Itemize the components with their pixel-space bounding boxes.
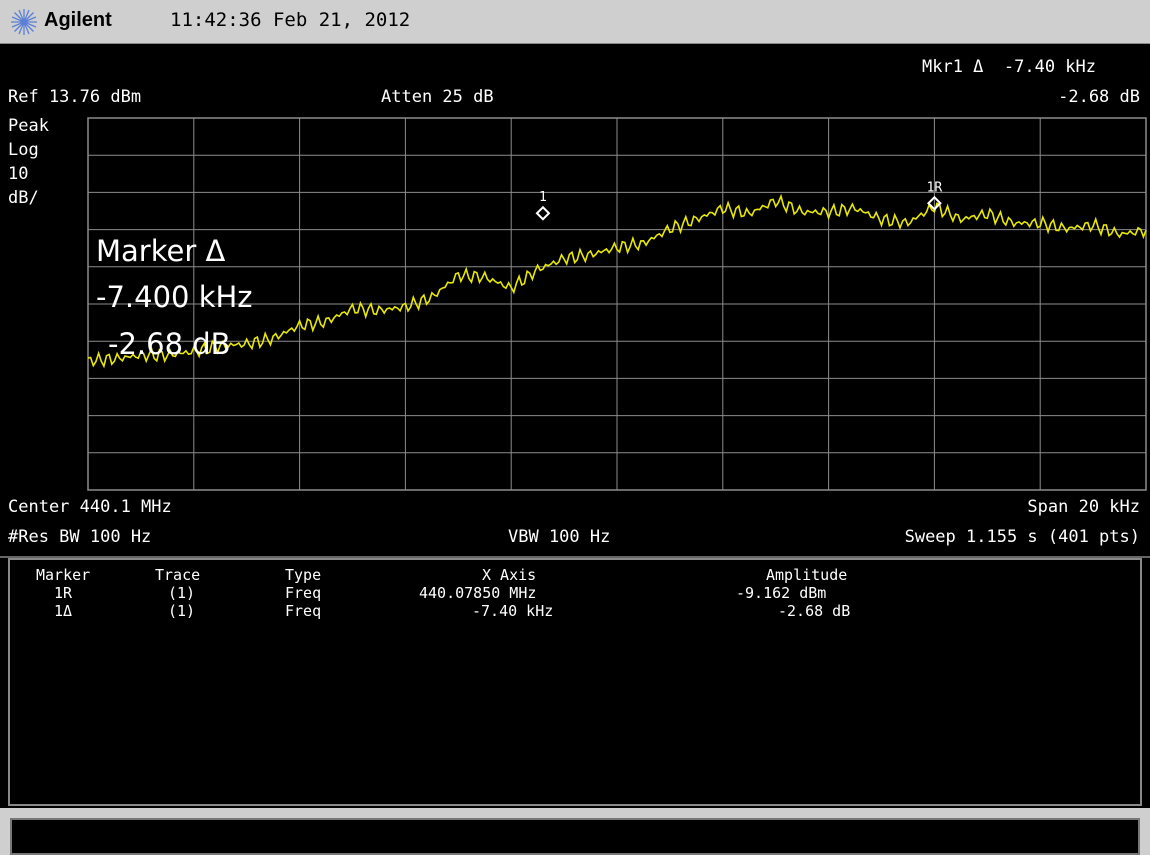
header-type: Type — [285, 566, 322, 584]
marker-delta-title: Marker Δ — [96, 234, 226, 268]
header-x-axis: X Axis — [482, 566, 537, 584]
marker-delta-freq: -7.400 kHz — [96, 280, 253, 314]
row2-x-axis: -7.40 kHz — [472, 602, 554, 620]
status-input-field[interactable] — [10, 818, 1140, 855]
detector-label: Peak — [8, 116, 49, 136]
marker-label-2: 1R — [927, 180, 943, 195]
row1-type: Freq — [285, 584, 322, 602]
spectrum-plot[interactable]: 1 1R — [0, 0, 1150, 558]
header-marker: Marker — [36, 566, 91, 584]
header-amplitude: Amplitude — [766, 566, 848, 584]
title-bar: Agilent 11:42:36 Feb 21, 2012 — [0, 0, 1150, 44]
marker-table: Marker Trace Type X Axis Amplitude 1R (1… — [8, 558, 1142, 806]
marker-diamond-icon-1 — [535, 205, 551, 221]
row2-trace: (1) — [168, 602, 196, 620]
row2-amplitude: -2.68 dB — [778, 602, 851, 620]
timestamp: 11:42:36 Feb 21, 2012 — [170, 9, 411, 31]
marker-delta-amp: -2.68 dB — [108, 327, 231, 361]
video-bandwidth: VBW 100 Hz — [508, 527, 611, 547]
row2-type: Freq — [285, 602, 322, 620]
row1-x-axis: 440.07850 MHz — [419, 584, 537, 602]
attenuation: Atten 25 dB — [381, 87, 494, 107]
center-frequency: Center 440.1 MHz — [8, 497, 172, 517]
row1-amplitude: -9.162 dBm — [736, 584, 827, 602]
marker-diamond-icon-2 — [926, 195, 942, 211]
scale-unit-label: dB/ — [8, 188, 39, 208]
header-trace: Trace — [155, 566, 201, 584]
span: Span 20 kHz — [1027, 497, 1140, 517]
sweep-time: Sweep 1.155 s (401 pts) — [904, 527, 1140, 547]
scale-type-label: Log — [8, 140, 39, 160]
marker-readout-freq: Mkr1 Δ -7.40 kHz — [922, 57, 1096, 77]
trace-1 — [87, 193, 1147, 369]
row1-trace: (1) — [168, 584, 196, 602]
brand-name: Agilent — [44, 9, 112, 31]
status-bar — [0, 808, 1150, 855]
scale-value-label: 10 — [8, 164, 29, 184]
marker-label-1: 1 — [539, 190, 547, 205]
resolution-bandwidth: #Res BW 100 Hz — [8, 527, 152, 547]
row1-marker: 1R — [54, 584, 73, 602]
agilent-spark-logo-icon — [11, 9, 37, 35]
marker-readout-amp: -2.68 dB — [1058, 87, 1140, 107]
row2-marker: 1Δ — [54, 602, 73, 620]
reference-level: Ref 13.76 dBm — [8, 87, 142, 107]
